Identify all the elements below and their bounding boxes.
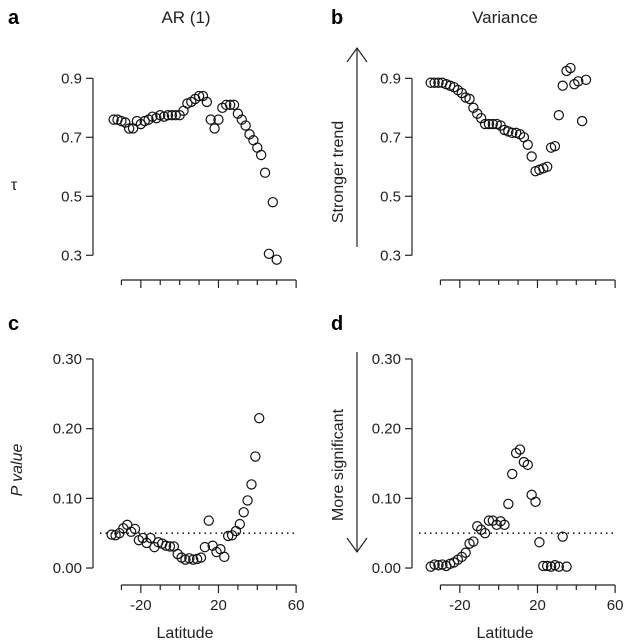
panel-d-ytick-label: 0.30	[372, 351, 401, 368]
panel-c-point	[255, 414, 264, 423]
panel-d-point	[508, 469, 517, 478]
panel-c-ylabel-text: P value	[9, 444, 26, 497]
panel-a-point	[210, 124, 219, 133]
panel-c-ylabel: P value	[9, 444, 26, 497]
panel-b-title: Variance	[472, 8, 538, 27]
panel-c-ytick-label: 0.10	[53, 490, 82, 507]
panel-c-plot: 0.00 0.10 0.20 0.30 -20 20 60	[53, 351, 305, 614]
panel-b-letter: b	[331, 7, 343, 29]
panel-a-ytick-label: 0.7	[61, 129, 82, 146]
panel-c-xlabel: Latitude	[157, 625, 214, 642]
panel-d: d More significant Latitude 0.00 0.10 0.20…	[330, 313, 623, 642]
panel-a-point	[264, 249, 273, 258]
panel-a-point	[268, 198, 277, 207]
panel-d-point	[515, 445, 524, 454]
panel-b-point	[558, 81, 567, 90]
panel-d-point	[527, 490, 536, 499]
panel-b-ytick-label: 0.7	[380, 129, 401, 146]
panel-d-ytick-label: 0.00	[372, 560, 401, 577]
panel-c-ytick-label: 0.30	[53, 351, 82, 368]
panel-b-point	[527, 152, 536, 161]
panel-a-letter: a	[8, 7, 20, 29]
panel-a-point	[257, 150, 266, 159]
panel-c-xtick-label: 20	[210, 597, 227, 614]
panel-c-point	[239, 508, 248, 517]
panel-a-point	[260, 168, 269, 177]
panel-d-xlabel: Latitude	[477, 625, 534, 642]
stronger-trend-label: Stronger trend	[330, 121, 347, 223]
more-significant-label: More significant	[330, 408, 347, 521]
panel-d-xtick-label: 20	[529, 597, 546, 614]
panel-d-xtick-label: -20	[449, 597, 471, 614]
panel-a-title: AR (1)	[161, 8, 210, 27]
panel-d-point	[504, 499, 513, 508]
panel-a-ytick-label: 0.3	[61, 247, 82, 264]
panel-d-letter: d	[331, 313, 343, 335]
panel-b-ytick-label: 0.9	[380, 70, 401, 87]
panel-c-point	[220, 552, 229, 561]
panel-c-point	[251, 452, 260, 461]
panel-a-ytick-label: 0.9	[61, 70, 82, 87]
panel-c-ytick-label: 0.00	[53, 560, 82, 577]
panel-c-point	[247, 480, 256, 489]
panel-b-plot: 0.3 0.5 0.7 0.9	[380, 63, 615, 288]
panel-c-xtick-label: -20	[130, 597, 152, 614]
panel-d-ytick-label: 0.10	[372, 490, 401, 507]
panel-a-ytick-label: 0.5	[61, 188, 82, 205]
panel-d-point	[512, 448, 521, 457]
panel-c-letter: c	[8, 313, 19, 335]
panel-b-point	[554, 111, 563, 120]
panel-a-point	[272, 255, 281, 264]
panel-c-point	[204, 516, 213, 525]
panel-d-point	[473, 522, 482, 531]
panel-d-plot: 0.00 0.10 0.20 0.30 -20 20 60	[372, 351, 624, 614]
panel-d-point	[477, 525, 486, 534]
panel-d-point	[535, 538, 544, 547]
panel-b: b Variance Stronger trend 0.3 0.5 0.7 0.9	[330, 7, 615, 288]
panel-a-ylabel: τ	[11, 177, 18, 194]
panel-b-point	[523, 140, 532, 149]
stronger-trend-arrow	[347, 48, 367, 247]
panel-b-point	[578, 116, 587, 125]
panel-c-xtick-label: 60	[288, 597, 305, 614]
panel-c-point	[235, 520, 244, 529]
panel-c-point	[243, 496, 252, 505]
panel-c: c P value Latitude 0.00 0.10 0.20 0.30 -20 20…	[8, 313, 304, 642]
panel-b-ytick-label: 0.3	[380, 247, 401, 264]
panel-d-xtick-label: 60	[607, 597, 624, 614]
panel-c-ytick-label: 0.20	[53, 421, 82, 438]
panel-a-plot: 0.3 0.5 0.7 0.9	[61, 70, 296, 288]
panel-d-ytick-label: 0.20	[372, 421, 401, 438]
panel-d-point	[531, 497, 540, 506]
panel-a: a AR (1) τ 0.3 0.5 0.7 0.9	[8, 7, 296, 288]
more-significant-arrow	[347, 352, 367, 552]
panel-b-ytick-label: 0.5	[380, 188, 401, 205]
